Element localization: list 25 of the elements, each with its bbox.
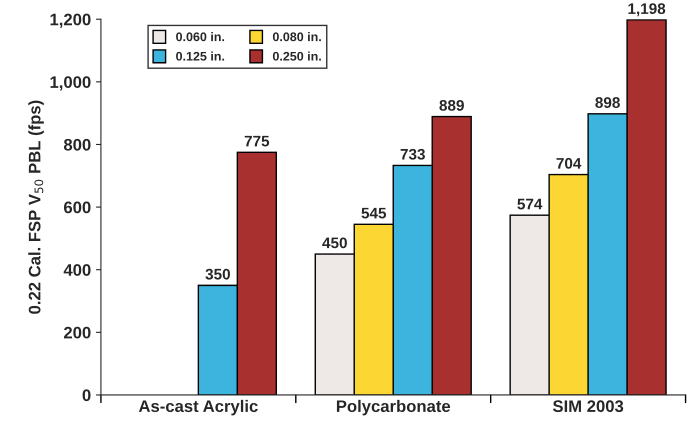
y-tick-label: 600: [64, 201, 91, 214]
y-tick-label: 400: [64, 264, 91, 276]
y-tick-label: 200: [64, 326, 91, 339]
data-label: 704: [556, 158, 582, 169]
legend-label: 0.060 in.: [176, 32, 224, 42]
x-tick-label: As-cast Acrylic: [138, 400, 258, 416]
data-label: 545: [361, 208, 386, 219]
data-label: 574: [517, 198, 542, 210]
data-label: 450: [322, 237, 347, 248]
data-label: 350: [205, 268, 230, 280]
x-tick-label: SIM 2003: [552, 400, 624, 412]
y-axis-title: 0.22 Cal. FSP V$_{50}$ PBL (fps): [28, 100, 44, 314]
legend-label: 0.250 in.: [272, 52, 321, 61]
y-tick-label: 800: [64, 138, 91, 151]
legend-label: 0.080 in.: [272, 32, 321, 42]
y-tick-label: 0: [82, 389, 91, 402]
data-label: 1,198: [628, 3, 666, 16]
y-tick-label: 1,000: [50, 76, 91, 90]
x-tick-label: Polycarbonate: [336, 400, 450, 416]
legend-label: 0.125 in.: [176, 52, 224, 61]
data-label: 733: [400, 148, 425, 160]
data-label: 889: [439, 100, 464, 111]
data-label: 775: [244, 136, 270, 146]
data-label: 898: [595, 97, 620, 108]
y-tick-label: 1,200: [50, 14, 91, 28]
